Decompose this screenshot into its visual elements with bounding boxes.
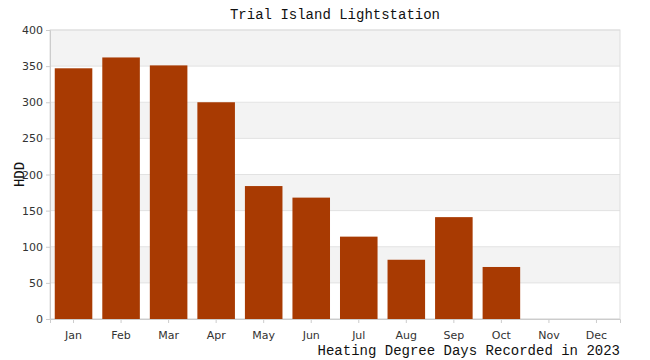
bars <box>55 57 520 319</box>
x-tick-mark <box>263 319 264 323</box>
y-tick-label: 150 <box>22 205 43 218</box>
y-tick-label: 100 <box>22 241 43 254</box>
bar <box>483 267 521 319</box>
plot: 050100150200250300350400JanFebMarAprMayJ… <box>22 24 621 342</box>
y-tick-mark <box>46 66 50 67</box>
x-tick-mark <box>548 319 549 323</box>
y-tick-mark <box>46 319 50 320</box>
y-tick: 100 <box>22 241 50 254</box>
x-tick-mark <box>453 319 454 323</box>
y-tick-label: 400 <box>22 24 43 37</box>
title: Trial Island Lightstation <box>230 7 440 23</box>
y-tick-label: 250 <box>22 132 43 145</box>
y-tick: 300 <box>22 96 50 109</box>
bar <box>55 68 93 319</box>
x-tick-label: Jan <box>64 329 82 342</box>
x-tick-label: Sep <box>443 329 464 342</box>
y-tick-mark <box>46 247 50 248</box>
x-tick-label: Nov <box>538 329 560 342</box>
x-tick-label: Oct <box>492 329 512 342</box>
x-tick: Apr <box>207 319 227 342</box>
x-tick-mark <box>73 319 74 323</box>
y-tick: 400 <box>22 24 50 37</box>
y-tick-mark <box>46 283 50 284</box>
y-tick: 250 <box>22 132 50 145</box>
x-tick-label: Feb <box>111 329 130 342</box>
y-tick-mark <box>46 211 50 212</box>
x-tick: Aug <box>396 319 417 342</box>
bar <box>102 57 140 319</box>
x-tick-mark <box>311 319 312 323</box>
y-tick: 0 <box>36 313 50 326</box>
x-tick-label: Aug <box>396 329 417 342</box>
y-tick-label: 50 <box>29 277 43 290</box>
bar <box>340 237 378 319</box>
x-axis: Jan Feb Mar Apr May Jun Jul Aug Sep Oct Nov Dec <box>51 319 621 342</box>
x-tick-label: Apr <box>207 329 227 342</box>
y-tick: 350 <box>22 60 50 73</box>
bar <box>245 186 283 319</box>
chart: 050100150200250300350400JanFebMarAprMayJ… <box>0 0 650 360</box>
x-tick: Jul <box>351 319 365 342</box>
x-tick-mark <box>121 319 122 323</box>
x-tick-mark <box>501 319 502 323</box>
x-tick-label: May <box>252 329 275 342</box>
x-tick: May <box>252 319 275 342</box>
y-axis-line <box>46 31 51 320</box>
x-tick: Mar <box>158 319 179 342</box>
x-tick: Dec <box>586 319 607 342</box>
y-tick-mark <box>46 138 50 139</box>
bar <box>150 65 188 319</box>
x-tick-label: Dec <box>586 329 607 342</box>
x-tick-mark <box>168 319 169 323</box>
plot-frame <box>50 30 620 319</box>
grid <box>50 30 620 319</box>
bar <box>435 217 473 319</box>
x-tick: Sep <box>443 319 464 342</box>
y-axis-title: HDD <box>12 162 28 187</box>
y-tick-mark <box>46 102 50 103</box>
bar <box>292 198 330 319</box>
x-tick: Jan <box>64 319 82 342</box>
x-tick-mark <box>216 319 217 323</box>
x-axis-title: Heating Degree Days Recorded in 2023 <box>318 343 620 359</box>
y-tick-label: 300 <box>22 96 43 109</box>
x-tick: Jun <box>302 319 320 342</box>
y-tick-label: 0 <box>36 313 43 326</box>
x-tick: Oct <box>492 319 512 342</box>
x-tick-mark <box>406 319 407 323</box>
x-tick: Feb <box>111 319 130 342</box>
x-tick-label: Jun <box>302 329 320 342</box>
y-tick: 150 <box>22 205 50 218</box>
x-axis-line <box>51 320 621 324</box>
bar <box>197 102 235 319</box>
y-tick: 50 <box>29 277 50 290</box>
x-tick-mark <box>596 319 597 323</box>
x-tick-label: Mar <box>158 329 179 342</box>
y-tick-mark <box>46 175 50 176</box>
x-tick-mark <box>358 319 359 323</box>
y-tick-label: 350 <box>22 60 43 73</box>
bar <box>388 260 426 319</box>
x-tick: Nov <box>538 319 560 342</box>
x-tick-label: Jul <box>351 329 365 342</box>
y-tick-mark <box>46 30 50 31</box>
